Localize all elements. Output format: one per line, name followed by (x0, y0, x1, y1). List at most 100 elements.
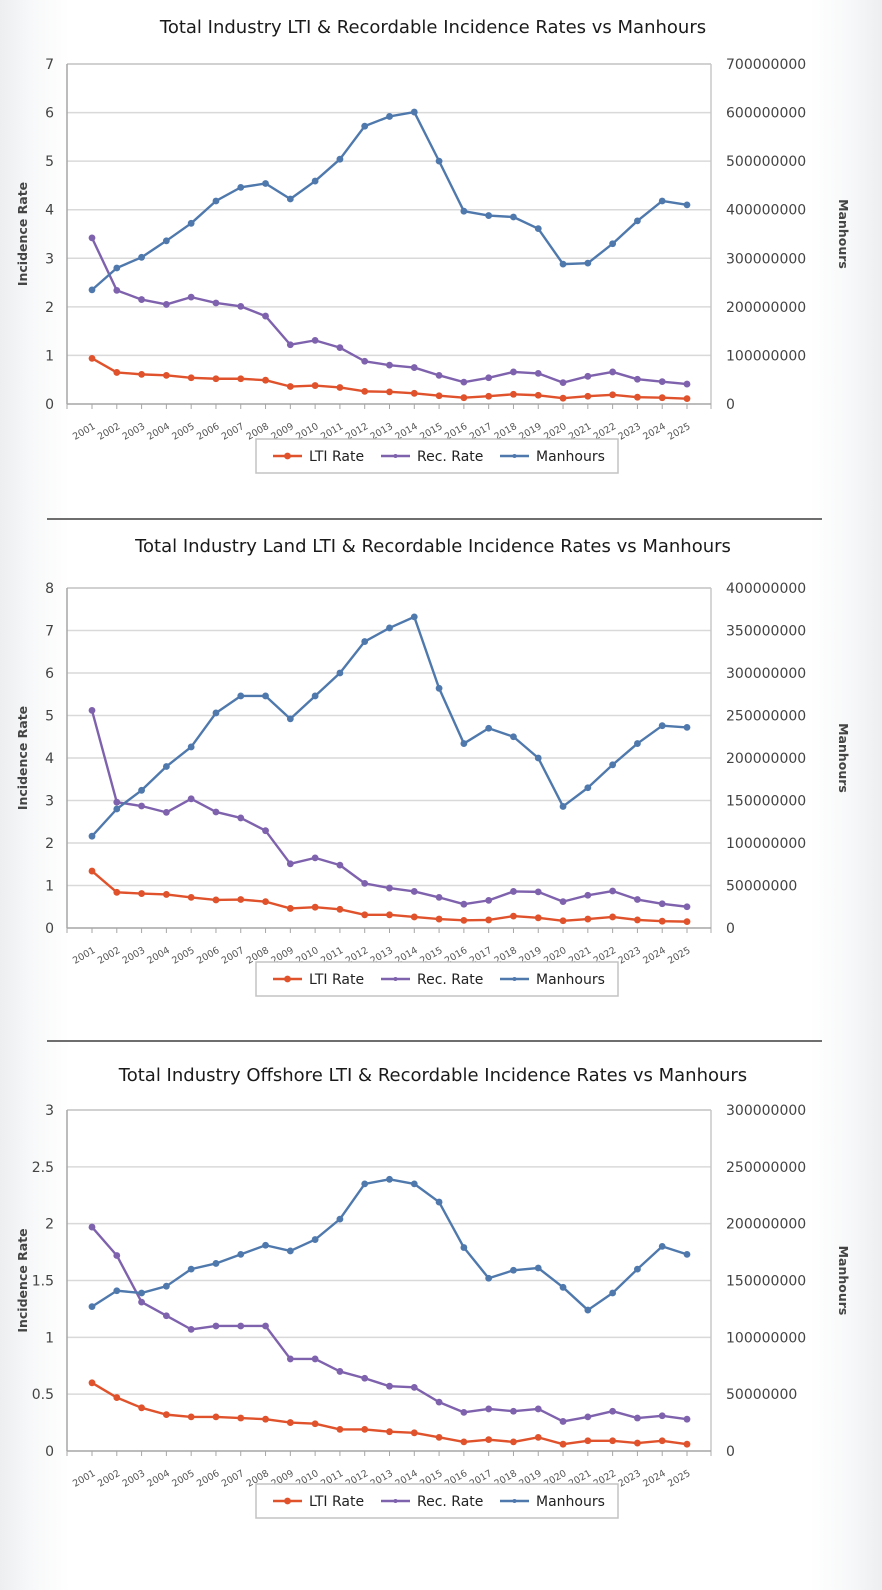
chart-title: Total Industry Land LTI & Recordable Inc… (134, 536, 731, 557)
data-point-lti (559, 1440, 567, 1448)
data-point-lti (237, 375, 245, 383)
data-point-rec (410, 888, 418, 895)
y-tick-label: 0 (45, 921, 54, 937)
y2-tick-label: 0 (726, 397, 735, 413)
data-point-lti (162, 371, 170, 379)
data-point-manhours (460, 207, 468, 215)
data-point-rec (162, 809, 170, 816)
x-tick-label: 2004 (145, 945, 171, 967)
y2-tick-label: 100000000 (726, 348, 806, 364)
series-line-manhours (91, 110, 688, 291)
data-point-rec (162, 301, 170, 308)
x-tick-label: 2025 (666, 945, 692, 967)
data-point-rec (609, 1407, 617, 1415)
y2-tick-label: 400000000 (726, 203, 806, 219)
data-point-rec (286, 1355, 294, 1363)
data-point-manhours (634, 740, 641, 747)
data-point-manhours (311, 1236, 319, 1243)
data-point-manhours (138, 786, 145, 794)
data-point-rec (361, 1374, 369, 1382)
y-tick-label: 6 (45, 106, 54, 122)
y2-tick-label: 200000000 (726, 751, 806, 767)
data-point-manhours (534, 225, 542, 233)
data-point-lti (534, 391, 542, 399)
y2-axis-title: Manhours (836, 723, 851, 793)
y-tick-label: 4 (45, 203, 54, 219)
series-lti (88, 867, 691, 926)
data-point-rec (88, 234, 96, 242)
data-point-lti (510, 390, 517, 398)
y2-tick-label: 400000000 (726, 581, 806, 597)
data-point-lti (262, 376, 269, 384)
data-point-rec (138, 296, 145, 303)
data-point-manhours (336, 155, 344, 163)
legend-marker-rec (393, 1499, 398, 1503)
data-point-rec (212, 808, 220, 816)
data-point-manhours (510, 733, 517, 741)
data-point-manhours (262, 1241, 269, 1249)
data-point-manhours (138, 253, 145, 261)
data-point-manhours (286, 715, 294, 723)
separator (47, 1040, 822, 1042)
data-point-rec (286, 341, 294, 349)
chart-title: Total Industry Offshore LTI & Recordable… (118, 1065, 747, 1086)
data-point-manhours (559, 260, 567, 268)
data-point-lti (584, 1437, 592, 1445)
y2-tick-label: 500000000 (726, 154, 806, 170)
y-tick-label: 1.5 (32, 1274, 54, 1290)
series-manhours (88, 1175, 691, 1314)
data-point-lti (435, 392, 443, 400)
data-point-manhours (237, 1250, 245, 1258)
data-point-rec (435, 894, 443, 901)
x-tick-label: 2007 (220, 1468, 246, 1490)
data-point-lti (658, 917, 666, 925)
data-point-rec (510, 888, 517, 895)
data-point-rec (683, 380, 691, 388)
data-point-lti (559, 917, 567, 925)
y2-tick-label: 200000000 (726, 1217, 806, 1233)
data-point-manhours (88, 832, 96, 840)
legend-marker-manhours (512, 977, 517, 981)
data-point-rec (609, 887, 617, 895)
data-point-manhours (683, 1250, 691, 1258)
data-point-lti (609, 913, 617, 921)
y-tick-label: 3 (45, 1103, 54, 1119)
data-point-manhours (361, 1180, 369, 1188)
data-point-lti (138, 890, 145, 897)
data-point-manhours (410, 108, 418, 116)
data-point-manhours (534, 1264, 542, 1272)
data-point-lti (683, 395, 691, 403)
data-point-lti (410, 1429, 418, 1437)
series-lti (88, 1379, 691, 1448)
data-point-rec (113, 1252, 121, 1259)
data-point-rec (435, 371, 443, 379)
data-point-lti (262, 898, 269, 906)
data-point-manhours (361, 122, 369, 130)
data-point-rec (634, 375, 641, 383)
data-point-lti (534, 1433, 542, 1441)
data-point-manhours (212, 1260, 220, 1267)
legend-box (255, 1483, 619, 1519)
data-point-manhours (237, 183, 245, 191)
data-point-lti (162, 891, 170, 898)
y-tick-label: 1 (45, 1330, 54, 1346)
y2-tick-label: 250000000 (726, 1160, 806, 1176)
data-point-manhours (386, 113, 393, 120)
data-point-lti (88, 867, 96, 875)
data-point-manhours (336, 1215, 344, 1223)
legend-item-rec: Rec. Rate (381, 449, 483, 465)
data-point-manhours (534, 754, 542, 762)
data-point-lti (113, 1394, 121, 1401)
x-tick-label: 2002 (96, 1468, 122, 1490)
data-point-lti (361, 911, 369, 919)
data-point-rec (559, 898, 567, 906)
data-point-rec (559, 379, 567, 387)
data-point-lti (460, 916, 468, 924)
data-point-manhours (485, 724, 493, 732)
x-tick-label: 2024 (641, 945, 667, 967)
y2-axis-title: Manhours (836, 199, 851, 269)
y2-tick-label: 350000000 (726, 624, 806, 640)
data-point-manhours (584, 784, 592, 792)
data-point-lti (485, 1436, 493, 1444)
y-tick-label: 8 (45, 581, 54, 597)
